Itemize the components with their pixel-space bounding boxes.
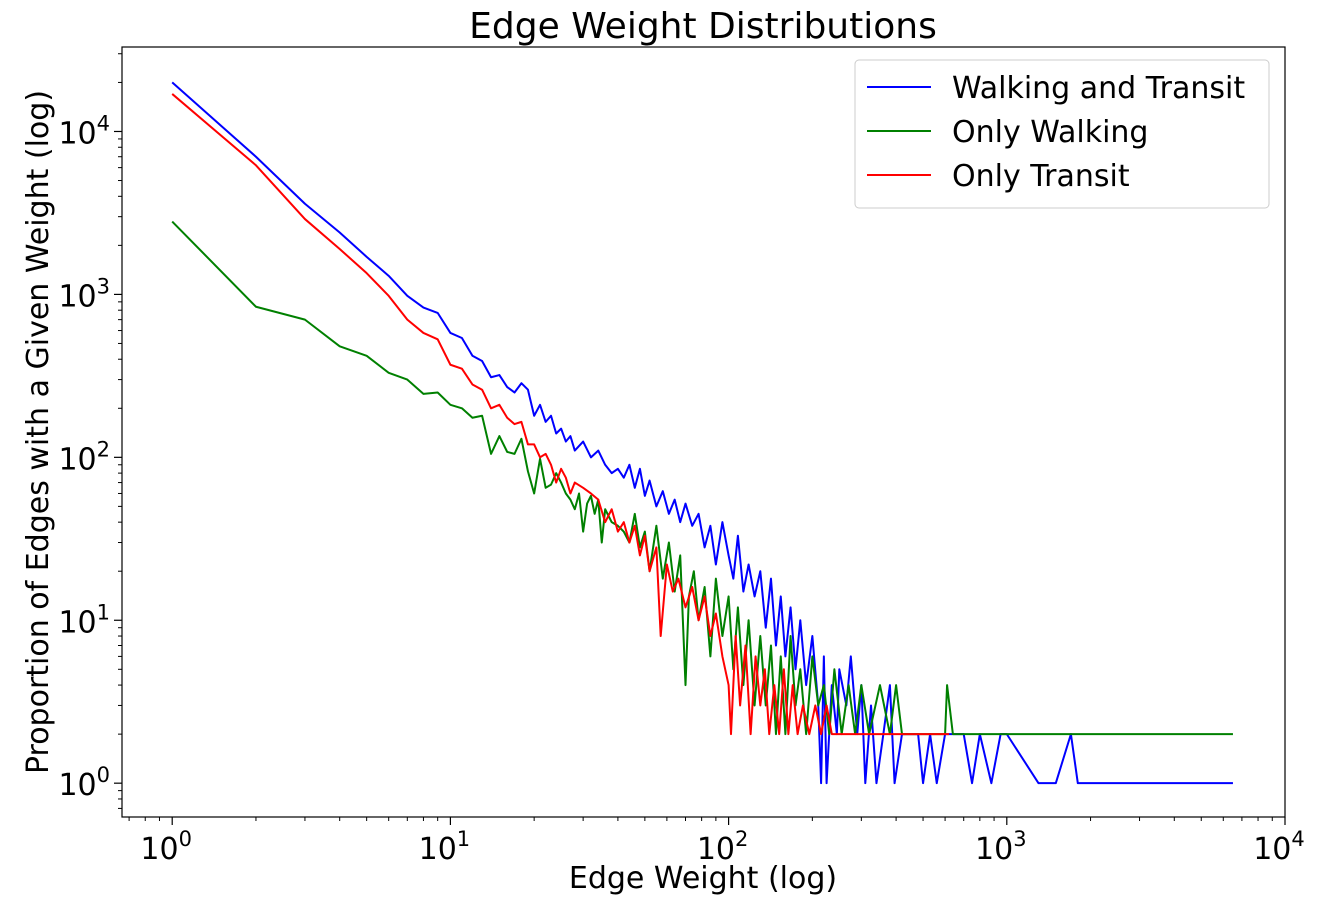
x-tick-base: 10 bbox=[697, 832, 735, 867]
y-tick-base: 10 bbox=[58, 768, 96, 803]
x-tick-label: 104 bbox=[1253, 827, 1305, 867]
legend-label-0: Walking and Transit bbox=[952, 71, 1245, 106]
x-axis-label: Edge Weight (log) bbox=[569, 861, 837, 896]
y-tick-label: 104 bbox=[58, 111, 110, 151]
y-tick-label: 102 bbox=[58, 437, 110, 477]
x-tick-exponent: 4 bbox=[1291, 827, 1304, 851]
x-tick-label: 102 bbox=[697, 827, 749, 867]
chart-title: Edge Weight Distributions bbox=[469, 6, 937, 47]
x-tick-exponent: 3 bbox=[1013, 827, 1026, 851]
y-tick-exponent: 2 bbox=[97, 437, 110, 461]
x-tick-label: 103 bbox=[975, 827, 1027, 867]
x-tick-exponent: 2 bbox=[735, 827, 748, 851]
x-tick-base: 10 bbox=[1253, 832, 1291, 867]
legend: Walking and Transit Only Walking Only Tran… bbox=[854, 59, 1270, 209]
x-tick-base: 10 bbox=[140, 832, 178, 867]
x-axis: 100 101 102 103 104 bbox=[128, 817, 1305, 867]
x-tick-label: 100 bbox=[140, 827, 192, 867]
y-tick-label: 100 bbox=[58, 763, 110, 803]
y-tick-base: 10 bbox=[58, 116, 96, 151]
y-tick-exponent: 0 bbox=[97, 763, 110, 787]
plot-frame bbox=[121, 46, 1286, 818]
x-tick-exponent: 0 bbox=[179, 827, 192, 851]
series-line-1 bbox=[171, 220, 1233, 736]
x-tick-base: 10 bbox=[419, 832, 457, 867]
x-tick-exponent: 1 bbox=[457, 827, 470, 851]
series-layer bbox=[171, 81, 1233, 785]
legend-label-1: Only Walking bbox=[952, 115, 1148, 150]
y-tick-base: 10 bbox=[58, 279, 96, 314]
y-tick-label: 103 bbox=[58, 274, 110, 314]
series-line-2 bbox=[171, 93, 950, 736]
y-axis-label: Proportion of Edges with a Given Weight … bbox=[21, 90, 56, 774]
legend-box bbox=[854, 59, 1270, 209]
y-tick-base: 10 bbox=[58, 605, 96, 640]
legend-label-2: Only Transit bbox=[952, 159, 1130, 194]
x-tick-base: 10 bbox=[975, 832, 1013, 867]
y-tick-exponent: 1 bbox=[97, 600, 110, 624]
y-tick-exponent: 3 bbox=[97, 274, 110, 298]
y-tick-base: 10 bbox=[58, 442, 96, 477]
y-tick-exponent: 4 bbox=[97, 111, 110, 135]
y-tick-label: 101 bbox=[58, 600, 110, 640]
x-tick-label: 101 bbox=[419, 827, 471, 867]
